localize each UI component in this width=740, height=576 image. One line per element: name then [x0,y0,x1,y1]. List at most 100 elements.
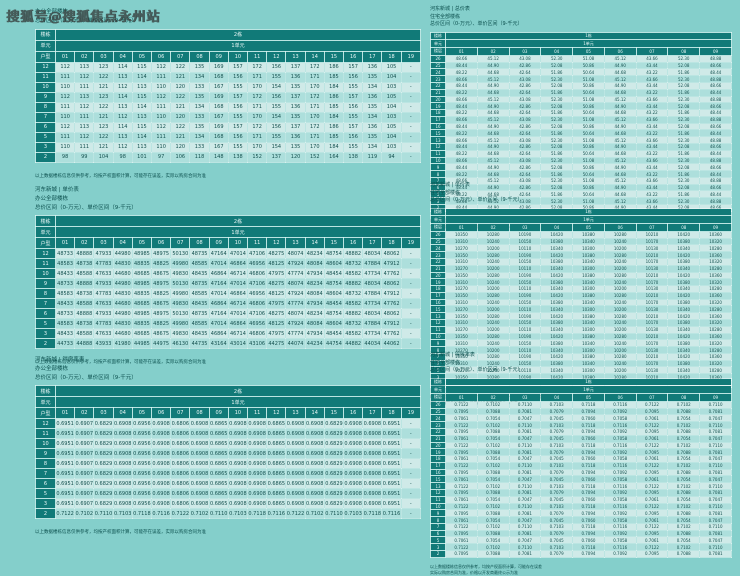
floor-label: 10 [430,332,446,341]
panel-title-line: 河东新城 | 单价表 [35,187,79,193]
cell-value: 47933 [93,278,114,290]
cell-value: 137 [266,151,287,163]
cell-value: 43.44 [635,61,669,70]
cell-value: 0.6806 [170,488,191,500]
cell-value: 10340 [572,339,605,348]
table-row: 25 48.44 44.90 42.86 52.08 50.86 44.90 43.44 52.… [430,61,732,70]
cell-value: 51.86 [667,170,701,178]
cell-value: 0.7061 [635,434,669,443]
cell-value: 135 [285,81,306,93]
cell-value: 0.7047 [699,455,732,463]
cell-value: 114 [112,121,133,133]
cell-value: 98 [112,151,133,163]
cell-value: 45.12 [476,95,510,104]
floor-label: 15 [430,475,446,484]
cell-value: 0.7045 [540,495,574,504]
cell-value: 43.66 [635,136,669,144]
cell-value: 48738 [74,318,95,330]
cell-value: 48454 [323,268,345,280]
column-header: 02 [476,47,510,56]
cell-value: 0.7122 [635,441,669,450]
cell-value: 44.90 [476,163,510,172]
cell-value: 48034 [362,308,383,320]
cell-value: 0.6956 [131,468,153,480]
cell-value: 0.7061 [635,414,669,423]
cell-value: 137 [285,91,306,103]
cell-value: 171 [247,71,268,83]
column-header: 06 [151,50,172,63]
cell-value: 48.44 [699,129,732,138]
cell-value: 48732 [343,318,364,330]
corner-label-unit: 单元 [430,215,446,225]
cell-value: 48585 [189,318,210,330]
table-row: 11 48.22 44.68 42.64 51.86 50.64 44.68 43.22 51.… [430,149,732,158]
panel-title-line: 住宅全部楼栋 [430,13,461,20]
cell-value: 10240 [603,278,637,287]
column-header: 06 [603,393,637,402]
table-row: 11 0.7061 0.7054 0.7047 0.7045 0.7060 0.7058 0.… [430,495,732,504]
cell-value: 184 [323,141,345,153]
cell-value: 51.86 [540,129,574,138]
cell-value: 48.66 [699,61,732,70]
cell-value: 43.44 [635,143,669,151]
cell-value: 51.08 [572,136,605,144]
column-header: 06 [151,237,172,250]
floor-label: 26 [430,230,446,239]
cell-value: 47014 [208,258,229,270]
column-header: 16 [343,407,364,420]
cell-value: 0.7088 [476,448,510,457]
panel-titles: 办公全部楼栋 总价区间（0-万元）、单价区间（9-千元） [35,8,421,26]
floor-label: 6 [35,478,56,490]
floor-label: 3 [35,328,56,340]
cell-value: - [400,338,422,350]
cell-value: 49980 [170,258,191,270]
cell-value: 44830 [112,258,133,270]
table-row: 8 48583 48738 47783 44830 48835 48825 49980 4858… [35,288,422,300]
floor-label: 23 [430,421,446,429]
cell-value: 48084 [304,288,325,300]
cell-value: 44.68 [603,149,637,158]
cell-value: 111 [54,131,76,143]
cell-value: 44980 [112,248,133,260]
cell-value: 0.6951 [54,438,76,450]
cell-value: 48125 [266,288,287,300]
column-header: 05 [131,237,153,250]
cell-value: 0.6806 [170,448,191,460]
table-row: 23 0.7122 0.7102 0.7110 0.7103 0.7118 0.7116 0.… [430,421,732,429]
floor-label: 10 [35,268,56,280]
cell-value: 0.6829 [93,478,114,490]
column-header: 11 [247,237,268,250]
cell-value: 48835 [131,288,153,300]
column-header: 15 [323,407,345,420]
cell-value: 97 [151,151,172,163]
corner-label-unit: 单元 [35,226,56,239]
cell-value: 0.6806 [170,458,191,470]
cell-value: 48738 [74,258,95,270]
cell-value: 0.6908 [285,428,306,440]
panel-title-line: 河东新城 | 得房率表 [430,352,475,358]
cell-value: 112 [112,111,133,123]
cell-value: 0.7102 [476,543,510,552]
cell-value: 0.7088 [476,407,510,416]
cell-value: 0.7061 [445,475,478,484]
cell-value: 48835 [131,258,153,270]
cell-value: 10280 [699,244,732,253]
cell-value: 101 [131,151,153,163]
table-row: 9 10310 10240 10150 10380 10340 10240 10170 1038… [430,339,732,348]
table-row: 2 0.7095 0.7088 0.7081 0.7079 0.7094 0.7092 0.7… [430,550,732,558]
cell-value: 0.7102 [667,421,701,429]
cell-value: 10420 [540,332,574,341]
column-header: 09 [699,393,732,402]
cell-value: 10190 [508,291,542,300]
cell-value: 44985 [131,338,153,350]
cell-value: 48888 [74,248,95,260]
cell-value: 47164 [208,308,229,320]
cell-value: 48738 [74,288,95,300]
cell-value: 0.7103 [540,461,574,470]
cell-value: 45.12 [603,75,637,83]
cell-value: 0.6908 [112,468,133,480]
cell-value: 46714 [227,268,249,280]
cell-value: 42.64 [508,68,542,77]
cell-value: 0.7047 [508,455,542,463]
cell-value: 0.6908 [362,488,383,500]
